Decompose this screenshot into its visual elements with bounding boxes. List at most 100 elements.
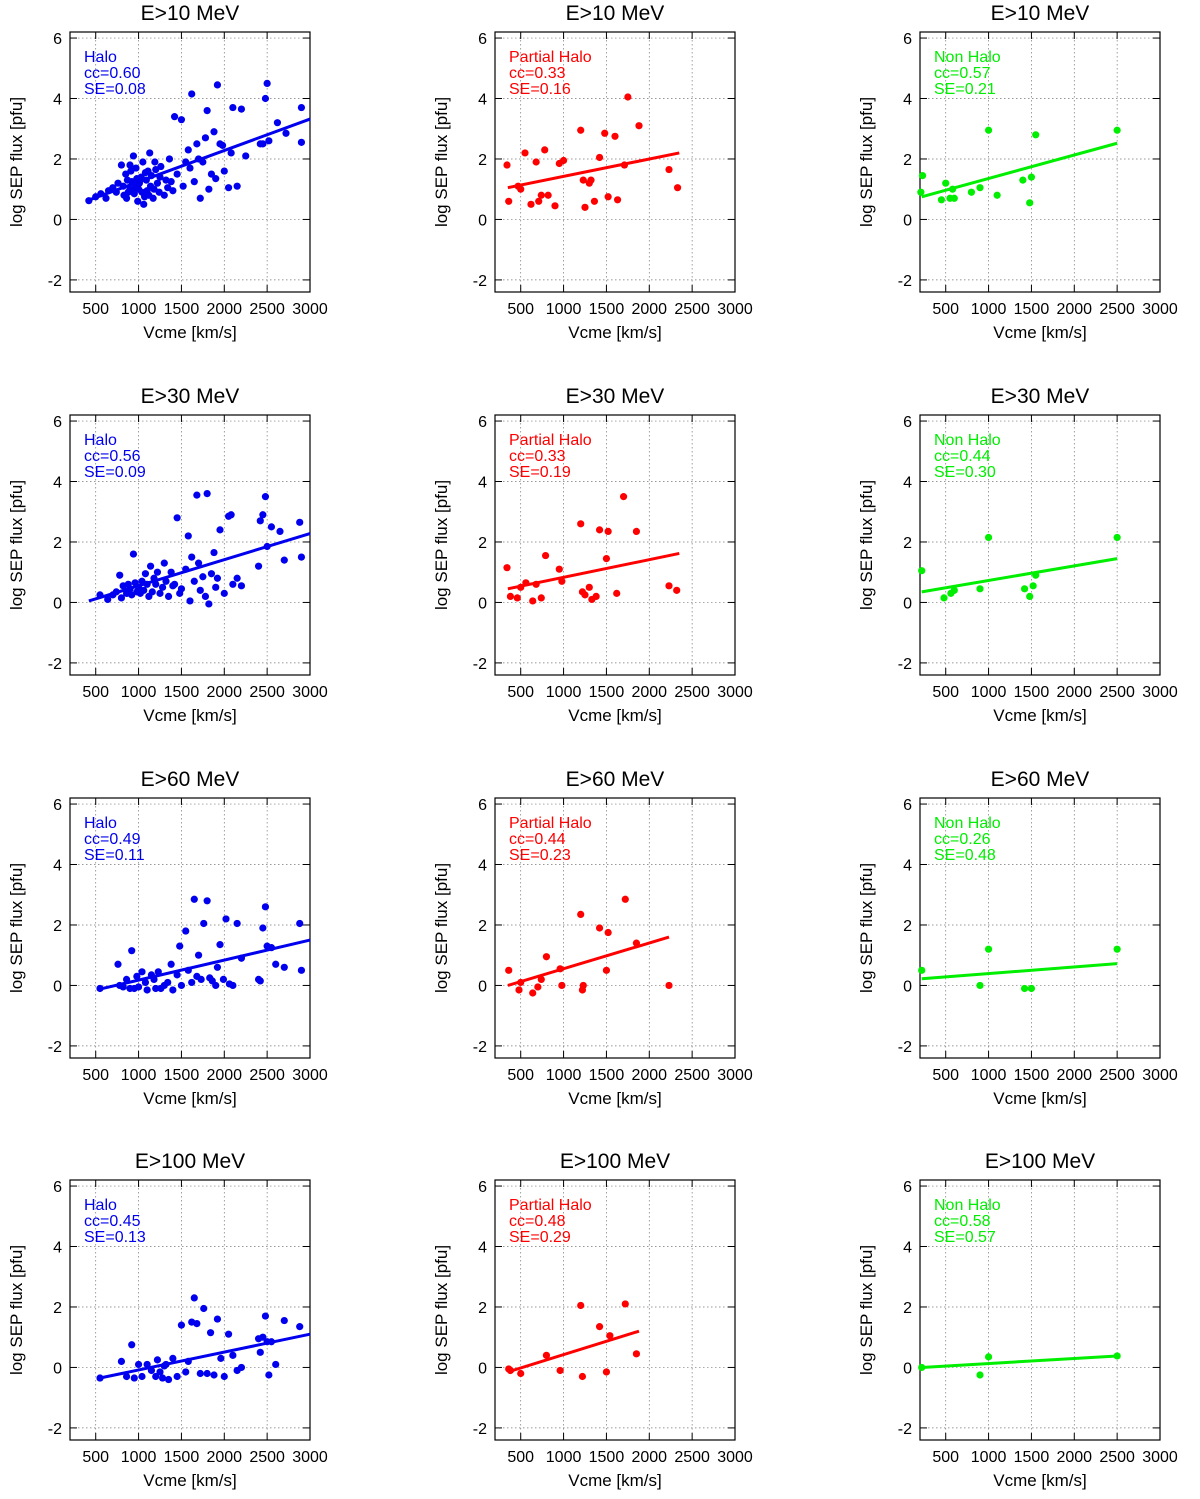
- data-point: [529, 989, 537, 997]
- x-tick-label: 1500: [1014, 684, 1050, 701]
- data-point: [967, 188, 976, 196]
- annotation-line: Non Halo: [934, 49, 1001, 66]
- x-tick-label: 2500: [674, 1067, 710, 1084]
- x-tick-label: 3000: [717, 301, 753, 318]
- data-point: [272, 1360, 280, 1369]
- data-point: [976, 184, 984, 192]
- data-point: [604, 527, 612, 535]
- annotation-line: cc=0.56: [84, 448, 141, 465]
- data-point: [604, 193, 612, 201]
- y-tick-label: 6: [903, 414, 912, 431]
- data-point: [505, 966, 513, 974]
- x-tick-label: 3000: [292, 301, 328, 318]
- data-point: [194, 951, 203, 959]
- data-point: [201, 134, 210, 142]
- data-point: [1019, 176, 1027, 184]
- data-point: [297, 103, 306, 112]
- data-point: [950, 586, 958, 594]
- data-point: [256, 977, 264, 985]
- annotation-line: Partial Halo: [509, 49, 592, 66]
- x-tick-label: 500: [507, 1067, 534, 1084]
- annotation-line: Non Halo: [934, 815, 1001, 832]
- annotation-line: SE=0.19: [509, 464, 571, 481]
- y-tick-label: 2: [53, 535, 62, 552]
- data-point: [521, 149, 529, 157]
- x-tick-label: 2000: [206, 301, 242, 318]
- annotation-line: cc=0.33: [509, 65, 566, 82]
- data-point: [164, 592, 173, 600]
- data-point: [203, 1369, 211, 1378]
- data-point: [158, 1374, 167, 1382]
- data-point: [227, 511, 235, 519]
- y-tick-label: 4: [478, 475, 487, 492]
- plot-frame: [69, 414, 311, 676]
- data-point: [259, 1333, 267, 1341]
- data-point: [544, 191, 552, 199]
- data-point: [186, 597, 194, 605]
- data-point: [134, 1360, 143, 1369]
- data-point: [237, 1363, 246, 1372]
- x-tick-label: 1500: [1014, 1449, 1050, 1466]
- x-tick-label: 2000: [206, 1449, 242, 1466]
- data-point: [506, 592, 515, 600]
- data-point: [97, 190, 105, 198]
- data-point: [237, 954, 246, 962]
- annotation-line: SE=0.13: [84, 1229, 146, 1246]
- data-point: [170, 113, 179, 121]
- data-point: [182, 565, 190, 573]
- panel-title: E>30 MeV: [141, 385, 240, 408]
- y-axis-label: log SEP flux [pfu]: [7, 480, 26, 610]
- annotation-line: Non Halo: [934, 1197, 1001, 1214]
- data-point: [259, 140, 267, 148]
- chart-panel-10: 500 1000 1500 2000 2500 3000 -2 0 2 4 6 E>100 MeV Vc…: [7, 1150, 328, 1490]
- x-axis-label: Vcme [km/s]: [993, 706, 1087, 725]
- data-point: [160, 191, 168, 199]
- data-point: [280, 963, 288, 971]
- data-point: [1032, 131, 1040, 139]
- data-point: [182, 927, 190, 935]
- data-point: [581, 591, 589, 599]
- y-tick-label: 4: [53, 1240, 62, 1257]
- y-tick-label: 2: [53, 152, 62, 169]
- y-axis-label: log SEP flux [pfu]: [7, 1245, 26, 1375]
- data-point: [153, 179, 162, 187]
- y-tick-label: 2: [53, 918, 62, 935]
- data-point: [177, 981, 186, 990]
- data-point: [143, 986, 151, 994]
- data-point: [160, 559, 168, 567]
- data-point: [102, 194, 110, 202]
- data-point: [152, 1372, 160, 1381]
- data-point: [207, 170, 216, 178]
- x-tick-label: 2000: [631, 684, 667, 701]
- data-point: [164, 1375, 173, 1384]
- data-point: [503, 161, 511, 169]
- annotation-line: cc=0.57: [934, 65, 991, 82]
- fit-line: [921, 1354, 1118, 1369]
- data-point: [261, 903, 270, 911]
- data-point: [129, 550, 138, 558]
- y-tick-label: 6: [478, 31, 487, 48]
- data-point: [210, 128, 218, 136]
- data-point: [532, 158, 540, 166]
- annotation-line: SE=0.09: [84, 464, 146, 481]
- annotation-line: Non Halo: [934, 432, 1001, 449]
- x-tick-label: 1000: [121, 684, 157, 701]
- y-axis-label: log SEP flux [pfu]: [857, 863, 876, 993]
- annotation-line: SE=0.29: [509, 1229, 571, 1246]
- x-tick-label: 1000: [546, 684, 582, 701]
- y-tick-label: 6: [478, 797, 487, 814]
- y-tick-label: 2: [478, 535, 487, 552]
- data-point: [213, 81, 222, 89]
- data-point: [169, 1354, 177, 1362]
- y-tick-label: 2: [478, 152, 487, 169]
- x-tick-label: 3000: [717, 684, 753, 701]
- data-point: [1020, 585, 1029, 593]
- x-axis-label: Vcme [km/s]: [993, 323, 1087, 342]
- x-tick-label: 1000: [971, 301, 1007, 318]
- data-point: [165, 155, 174, 163]
- y-tick-label: 0: [478, 978, 487, 995]
- data-point: [199, 158, 207, 166]
- data-point: [117, 1357, 126, 1365]
- data-point: [613, 589, 621, 597]
